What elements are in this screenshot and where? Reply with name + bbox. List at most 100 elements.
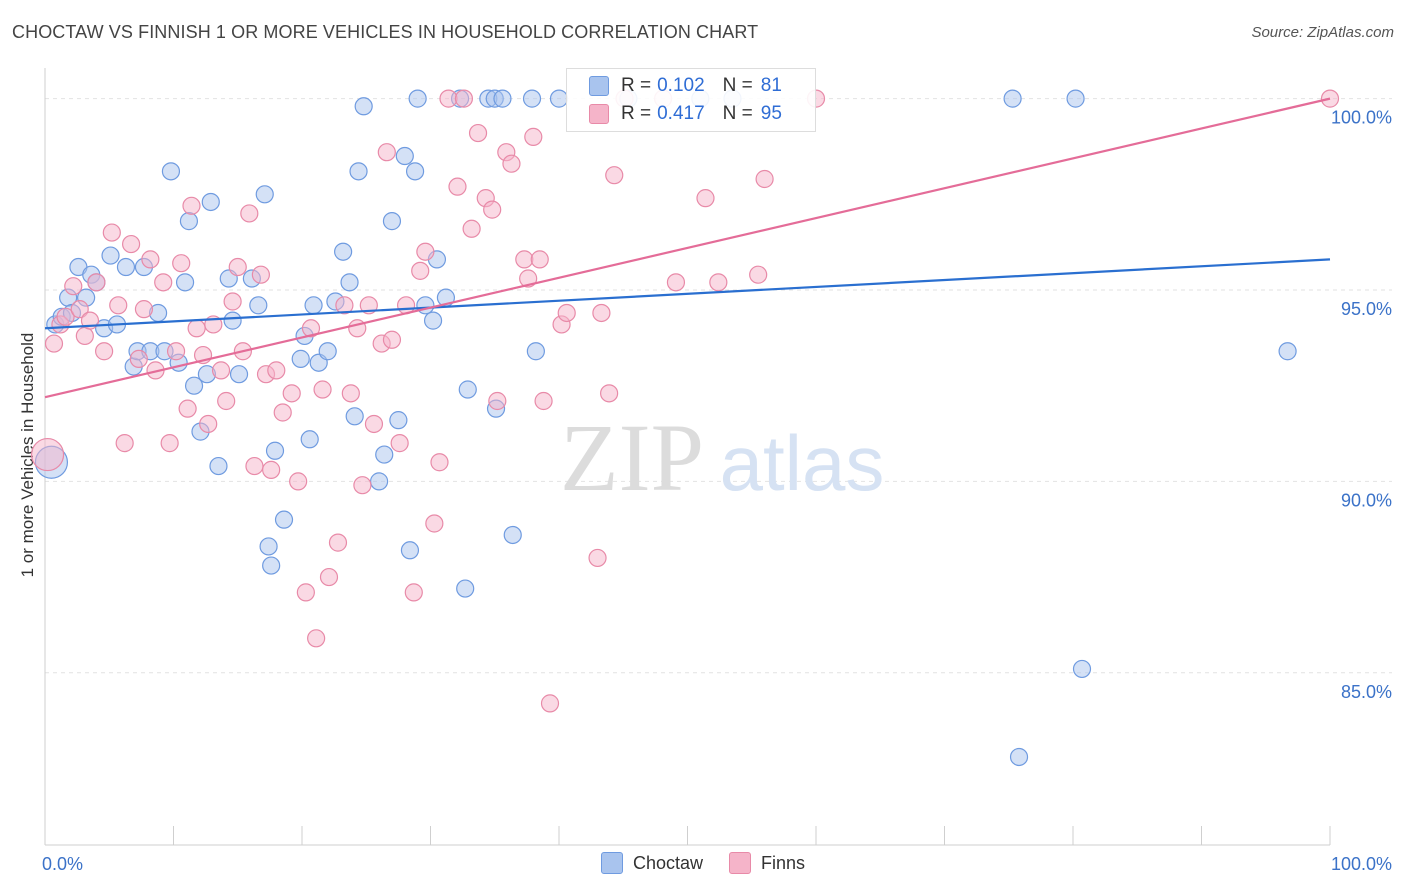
legend-r-label: R = — [621, 75, 652, 96]
choctaw-point — [184, 376, 204, 395]
finns-point — [341, 384, 360, 403]
legend-r-label: R = — [621, 103, 652, 124]
y-tick-label: 95.0% — [1341, 299, 1392, 319]
choctaw-point — [265, 441, 285, 460]
choctaw-point — [456, 579, 475, 598]
finns-point — [228, 257, 247, 277]
choctaw-trend-line — [44, 258, 1331, 330]
choctaw-point — [291, 349, 310, 368]
finns-point — [359, 296, 378, 315]
finns-point — [488, 391, 507, 411]
watermark: ZIP atlas — [560, 404, 884, 511]
finns-point — [154, 273, 173, 292]
choctaw-point — [405, 162, 425, 181]
legend-label-choctaw: Choctaw — [632, 852, 703, 873]
legend-n-value: 95 — [760, 103, 782, 124]
finns-point — [483, 200, 502, 219]
choctaw-point — [423, 311, 443, 330]
finns-point — [87, 273, 106, 292]
finns-point — [534, 391, 553, 411]
legend-r-value: 0.102 — [657, 75, 705, 96]
finns-point — [709, 273, 728, 292]
finns-point — [109, 296, 128, 315]
choctaw-point — [229, 365, 249, 384]
finns-point — [211, 361, 231, 380]
source-label: Source: ZipAtlas.com — [1251, 24, 1394, 41]
watermark-atlas: atlas — [720, 419, 885, 507]
choctaw-point — [354, 97, 373, 116]
chart-title: CHOCTAW VS FINNISH 1 OR MORE VEHICLES IN… — [12, 22, 759, 42]
finns-point — [364, 414, 384, 434]
finns-point — [267, 361, 286, 380]
finns-point — [416, 242, 435, 261]
legend-n-value: 81 — [760, 75, 782, 96]
y-tick-label: 85.0% — [1341, 682, 1392, 702]
choctaw-point — [345, 407, 364, 426]
finns-point — [289, 472, 308, 491]
choctaw-point — [1066, 89, 1085, 108]
finns-point — [502, 154, 521, 173]
legend-row-finns: R = 0.417 N = 95 — [589, 101, 782, 127]
choctaw-point — [175, 273, 195, 292]
finns-point — [223, 292, 242, 311]
choctaw-point — [161, 162, 181, 181]
finns-point — [134, 300, 154, 319]
finns-point — [605, 166, 624, 185]
choctaw-point — [209, 456, 228, 476]
tick-labels: 85.0% 90.0% 95.0% 100.0% 0.0% 100.0% — [42, 108, 1392, 874]
finns-point — [335, 296, 354, 315]
choctaw-point — [262, 556, 281, 575]
finns-point — [245, 456, 264, 476]
choctaw-point — [408, 89, 427, 108]
choctaw-point — [389, 411, 408, 430]
choctaw-point — [349, 162, 368, 181]
choctaw-point — [1009, 747, 1029, 767]
x-tick-label: 100.0% — [1331, 854, 1392, 874]
finns-point — [160, 434, 179, 453]
finns-point — [121, 234, 141, 254]
finns-point — [172, 254, 191, 273]
finns-point — [515, 250, 534, 269]
finns-point — [301, 319, 321, 338]
legend-swatch-finns — [729, 852, 751, 874]
trend-lines — [44, 97, 1331, 399]
finns-point — [749, 265, 768, 284]
finns-point — [666, 273, 686, 292]
finns-point — [390, 434, 409, 453]
legend-swatch-finns — [589, 104, 609, 124]
finns-point — [411, 261, 430, 280]
finns-point — [182, 196, 201, 215]
finns-point — [382, 330, 402, 349]
choctaw-point — [395, 146, 414, 166]
choctaw-point — [116, 257, 136, 277]
choctaw-point — [400, 541, 420, 560]
choctaw-point — [526, 342, 545, 361]
finns-point — [454, 89, 474, 108]
legend-n-label: N = — [722, 103, 753, 124]
finns-point — [328, 533, 348, 552]
finns-point — [319, 567, 339, 587]
finns-point — [592, 303, 611, 323]
legend-swatch-choctaw — [589, 76, 609, 96]
finns-point — [439, 89, 458, 108]
y-tick-label: 100.0% — [1331, 108, 1392, 128]
finns-point — [755, 169, 774, 189]
choctaw-point — [318, 342, 337, 361]
finns-point — [178, 399, 197, 418]
finns-point — [353, 476, 372, 495]
legend-item-finns[interactable]: Finns — [729, 852, 805, 874]
series-legend: Choctaw Finns — [0, 852, 1406, 874]
finns-point — [141, 250, 160, 269]
finns-point — [468, 123, 488, 143]
choctaw-point — [458, 380, 477, 399]
choctaw-point — [522, 89, 542, 108]
choctaw-point — [375, 445, 394, 464]
finns-point — [64, 277, 83, 296]
finns-point — [166, 342, 186, 361]
finns-point — [462, 219, 481, 238]
choctaw-point — [340, 273, 359, 292]
choctaw-point — [101, 246, 120, 265]
choctaw-point — [1003, 89, 1022, 108]
legend-item-choctaw[interactable]: Choctaw — [600, 852, 703, 874]
